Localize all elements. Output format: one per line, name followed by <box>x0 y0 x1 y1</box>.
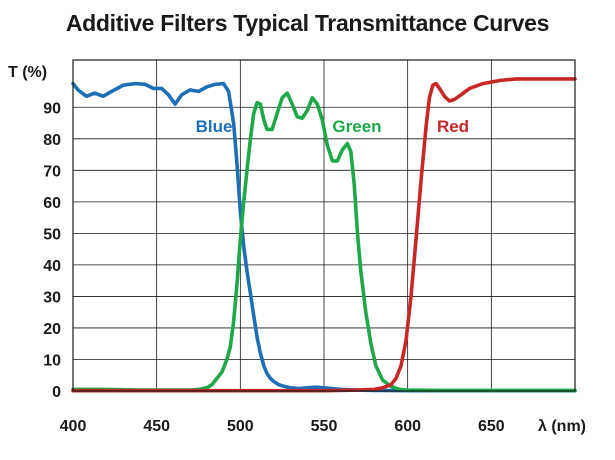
y-tick-label: 0 <box>52 384 61 401</box>
series-label-red: Red <box>437 117 469 136</box>
x-tick-label: 500 <box>227 418 254 435</box>
series-label-layer: Blue Green Red <box>196 117 469 136</box>
y-tick-label: 50 <box>43 226 61 243</box>
tick-label-layer: 0 10 20 30 40 50 60 70 80 90 400 450 500 550 600 650 <box>43 100 505 435</box>
y-tick-label: 80 <box>43 132 61 149</box>
x-tick-label: 550 <box>311 418 338 435</box>
y-tick-label: 70 <box>43 163 61 180</box>
x-tick-label: 400 <box>60 418 87 435</box>
x-tick-label: 650 <box>478 418 505 435</box>
plot-frame <box>72 59 576 392</box>
y-tick-label: 60 <box>43 195 61 212</box>
y-tick-label: 40 <box>43 258 61 275</box>
y-tick-label: 20 <box>43 321 61 338</box>
chart-title: Additive Filters Typical Transmittance C… <box>65 10 550 36</box>
y-tick-label: 10 <box>43 352 61 369</box>
series-line-green <box>71 91 577 393</box>
series-label-blue: Blue <box>196 117 233 136</box>
series-label-green: Green <box>332 117 381 136</box>
y-tick-label: 90 <box>43 100 61 117</box>
grid-layer <box>73 60 575 391</box>
x-tick-label: 600 <box>394 418 421 435</box>
y-axis-title: T (%) <box>8 64 47 81</box>
series-line-red <box>71 77 577 393</box>
series-layer <box>71 77 577 393</box>
y-tick-label: 30 <box>43 289 61 306</box>
x-tick-label: 450 <box>143 418 170 435</box>
x-axis-title: λ (nm) <box>538 418 586 435</box>
